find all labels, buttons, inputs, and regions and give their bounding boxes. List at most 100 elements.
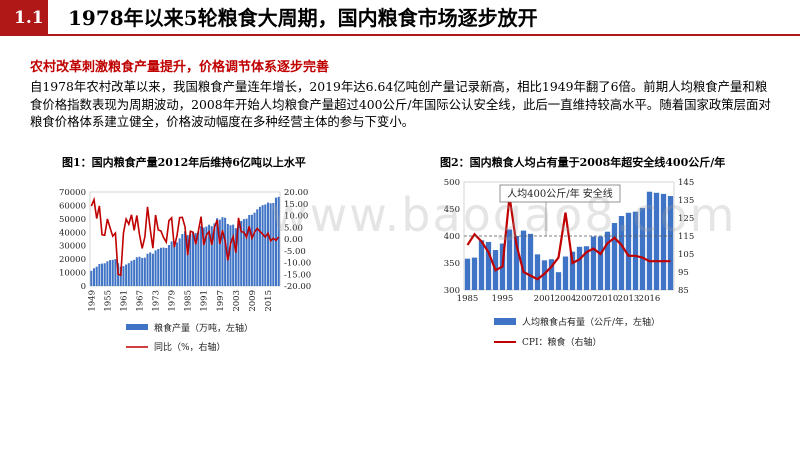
bar: [208, 224, 211, 286]
bar: [205, 226, 208, 286]
legend-line-label: CPI：粮食（右轴）: [522, 336, 602, 348]
series-line: [466, 196, 671, 281]
right-axis-tick-label: 0.00: [284, 235, 303, 245]
right-axis-tick-label: 135: [678, 196, 694, 206]
left-axis-tick-label: 60000: [59, 201, 86, 211]
left-axis-tick-label: 300: [444, 286, 460, 296]
bar: [157, 249, 160, 286]
x-axis-tick-label: 2015: [264, 290, 274, 312]
bar: [611, 223, 618, 290]
bar: [555, 272, 562, 290]
bar: [138, 256, 141, 286]
bar: [548, 259, 555, 290]
x-axis-tick-label: 1985: [457, 294, 479, 304]
bar: [625, 212, 632, 290]
bar: [264, 204, 267, 286]
bar: [258, 206, 261, 286]
bar: [478, 240, 485, 290]
x-axis-tick-label: 1995: [492, 294, 514, 304]
bar: [119, 266, 122, 286]
bar: [506, 229, 513, 290]
bar: [569, 251, 576, 290]
bar: [229, 225, 232, 286]
right-axis-tick-label: 105: [678, 250, 694, 260]
bar: [197, 231, 200, 286]
bar: [240, 221, 243, 286]
bar: [653, 192, 660, 290]
bar: [534, 254, 541, 290]
left-axis-tick-label: 30000: [59, 242, 86, 252]
series-line: [90, 196, 280, 277]
bar: [122, 266, 125, 286]
right-axis-tick-label: 15.00: [284, 200, 308, 210]
left-axis-tick-label: 40000: [59, 228, 86, 238]
bar: [213, 223, 216, 286]
legend-bar-label: 粮食产量（万吨，左轴）: [154, 322, 253, 334]
bar: [618, 216, 625, 290]
left-axis-tick-label: 20000: [59, 255, 86, 265]
x-axis-tick-label: 1991: [200, 290, 210, 312]
bar: [151, 253, 154, 286]
bar: [135, 257, 138, 286]
right-axis-tick-label: -15.00: [284, 270, 311, 280]
right-axis-tick-label: 85: [678, 286, 689, 296]
bar: [125, 264, 128, 286]
bar: [237, 222, 240, 286]
bar: [274, 197, 277, 286]
bar: [513, 236, 520, 290]
bar: [130, 260, 133, 286]
x-axis-tick-label: 1985: [184, 290, 194, 312]
left-axis-tick-label: 10000: [59, 269, 86, 279]
bar: [253, 212, 256, 286]
bar: [667, 196, 674, 290]
bar: [277, 196, 280, 286]
bar: [210, 226, 213, 286]
left-axis-tick-label: 0: [81, 282, 86, 292]
left-axis-tick-label: 400: [444, 232, 460, 242]
bar: [192, 231, 195, 286]
bar: [242, 219, 245, 286]
left-axis-tick-label: 500: [444, 178, 460, 188]
bar: [576, 246, 583, 290]
x-axis-tick-label: 1979: [168, 290, 178, 312]
body-paragraph: 自1978年农村改革以来，我国粮食产量连年增长，2019年达6.64亿吨创产量记…: [30, 79, 771, 129]
per-capita-grain-chart: 300 350 400 450 500 85 95 105 115 125 135 145 1985 19…: [444, 178, 694, 348]
bar: [632, 211, 639, 290]
bar: [170, 241, 173, 286]
header: 1.1 1978年以来5轮粮食大周期，国内粮食市场逐步放开: [0, 0, 800, 36]
bar: [250, 214, 253, 286]
bar: [143, 257, 146, 286]
bar: [562, 256, 569, 290]
bar: [165, 248, 168, 286]
right-axis-tick-label: 5.00: [284, 223, 303, 233]
x-axis-tick-label: 1949: [87, 290, 97, 312]
bar: [154, 250, 157, 286]
bar: [216, 218, 219, 286]
bar: [200, 226, 203, 286]
bar: [109, 260, 112, 286]
page-title: 1978年以来5轮粮食大周期，国内粮食市场逐步放开: [68, 6, 538, 30]
bar: [95, 266, 98, 286]
x-axis-tick-label: 2007: [576, 294, 598, 304]
legend-line-label: 同比（%，右轴）: [154, 341, 226, 353]
bar: [146, 253, 149, 286]
bar: [202, 227, 205, 286]
bar: [162, 247, 165, 286]
bar: [639, 207, 646, 290]
bar: [266, 202, 269, 286]
bar: [101, 263, 104, 286]
right-axis-tick-label: 125: [678, 214, 694, 224]
right-axis-tick-label: 20.00: [284, 188, 308, 198]
bar: [189, 233, 192, 286]
bar: [604, 231, 611, 290]
bar: [232, 224, 235, 286]
right-axis-tick-label: -20.00: [284, 282, 311, 292]
left-axis-tick-label: 70000: [59, 188, 86, 198]
bar: [464, 258, 471, 290]
section-number-badge: 1.1: [0, 0, 48, 36]
bar: [181, 233, 184, 286]
bar: [173, 242, 176, 286]
chart1-title: 图1：国内粮食产量2012年后维持6亿吨以上水平: [62, 156, 306, 169]
bar: [111, 259, 114, 286]
x-axis-tick-label: 1997: [216, 290, 226, 312]
